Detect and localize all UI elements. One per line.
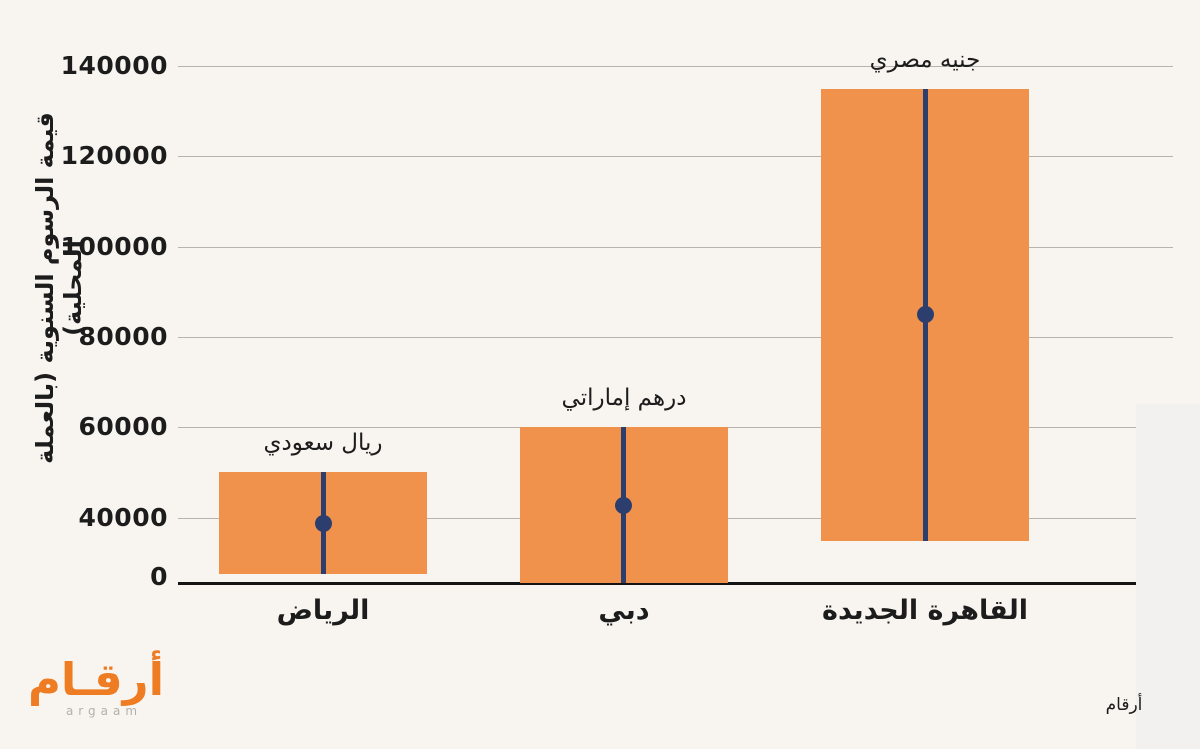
- midpoint-dot: [917, 306, 934, 323]
- gridline: [178, 247, 1173, 248]
- currency-label: ريال سعودي: [263, 430, 383, 456]
- category-label: الرياض: [276, 595, 370, 626]
- category-label: القاهرة الجديدة: [822, 595, 1028, 626]
- y-tick-label: 0: [150, 562, 168, 591]
- watermark-rectangle: [1136, 404, 1200, 749]
- y-tick-label: 60000: [78, 412, 168, 441]
- y-tick-label: 140000: [60, 51, 168, 80]
- gridline: [178, 337, 1173, 338]
- currency-label: جنيه مصري: [869, 47, 981, 73]
- gridline: [178, 156, 1173, 157]
- source-credit-label: أرقام: [1105, 695, 1143, 715]
- gridline: [178, 66, 1173, 67]
- y-tick-label: 120000: [60, 141, 168, 170]
- x-axis-line: [178, 582, 1136, 585]
- argaam-logo: أرقـام argaam: [27, 653, 164, 719]
- y-axis-title: قيمة الرسوم السنوية (بالعملة المحلية): [31, 112, 87, 464]
- category-label: دبي: [598, 595, 650, 626]
- argaam-logo-arabic-wordmark: أرقـام: [27, 653, 164, 706]
- argaam-logo-latin-wordmark: argaam: [65, 704, 143, 718]
- y-tick-label: 40000: [78, 503, 168, 532]
- midpoint-dot: [615, 497, 632, 514]
- midpoint-dot: [315, 515, 332, 532]
- y-tick-label: 100000: [60, 232, 168, 261]
- currency-label: درهم إماراتي: [561, 385, 687, 411]
- y-tick-label: 80000: [78, 322, 168, 351]
